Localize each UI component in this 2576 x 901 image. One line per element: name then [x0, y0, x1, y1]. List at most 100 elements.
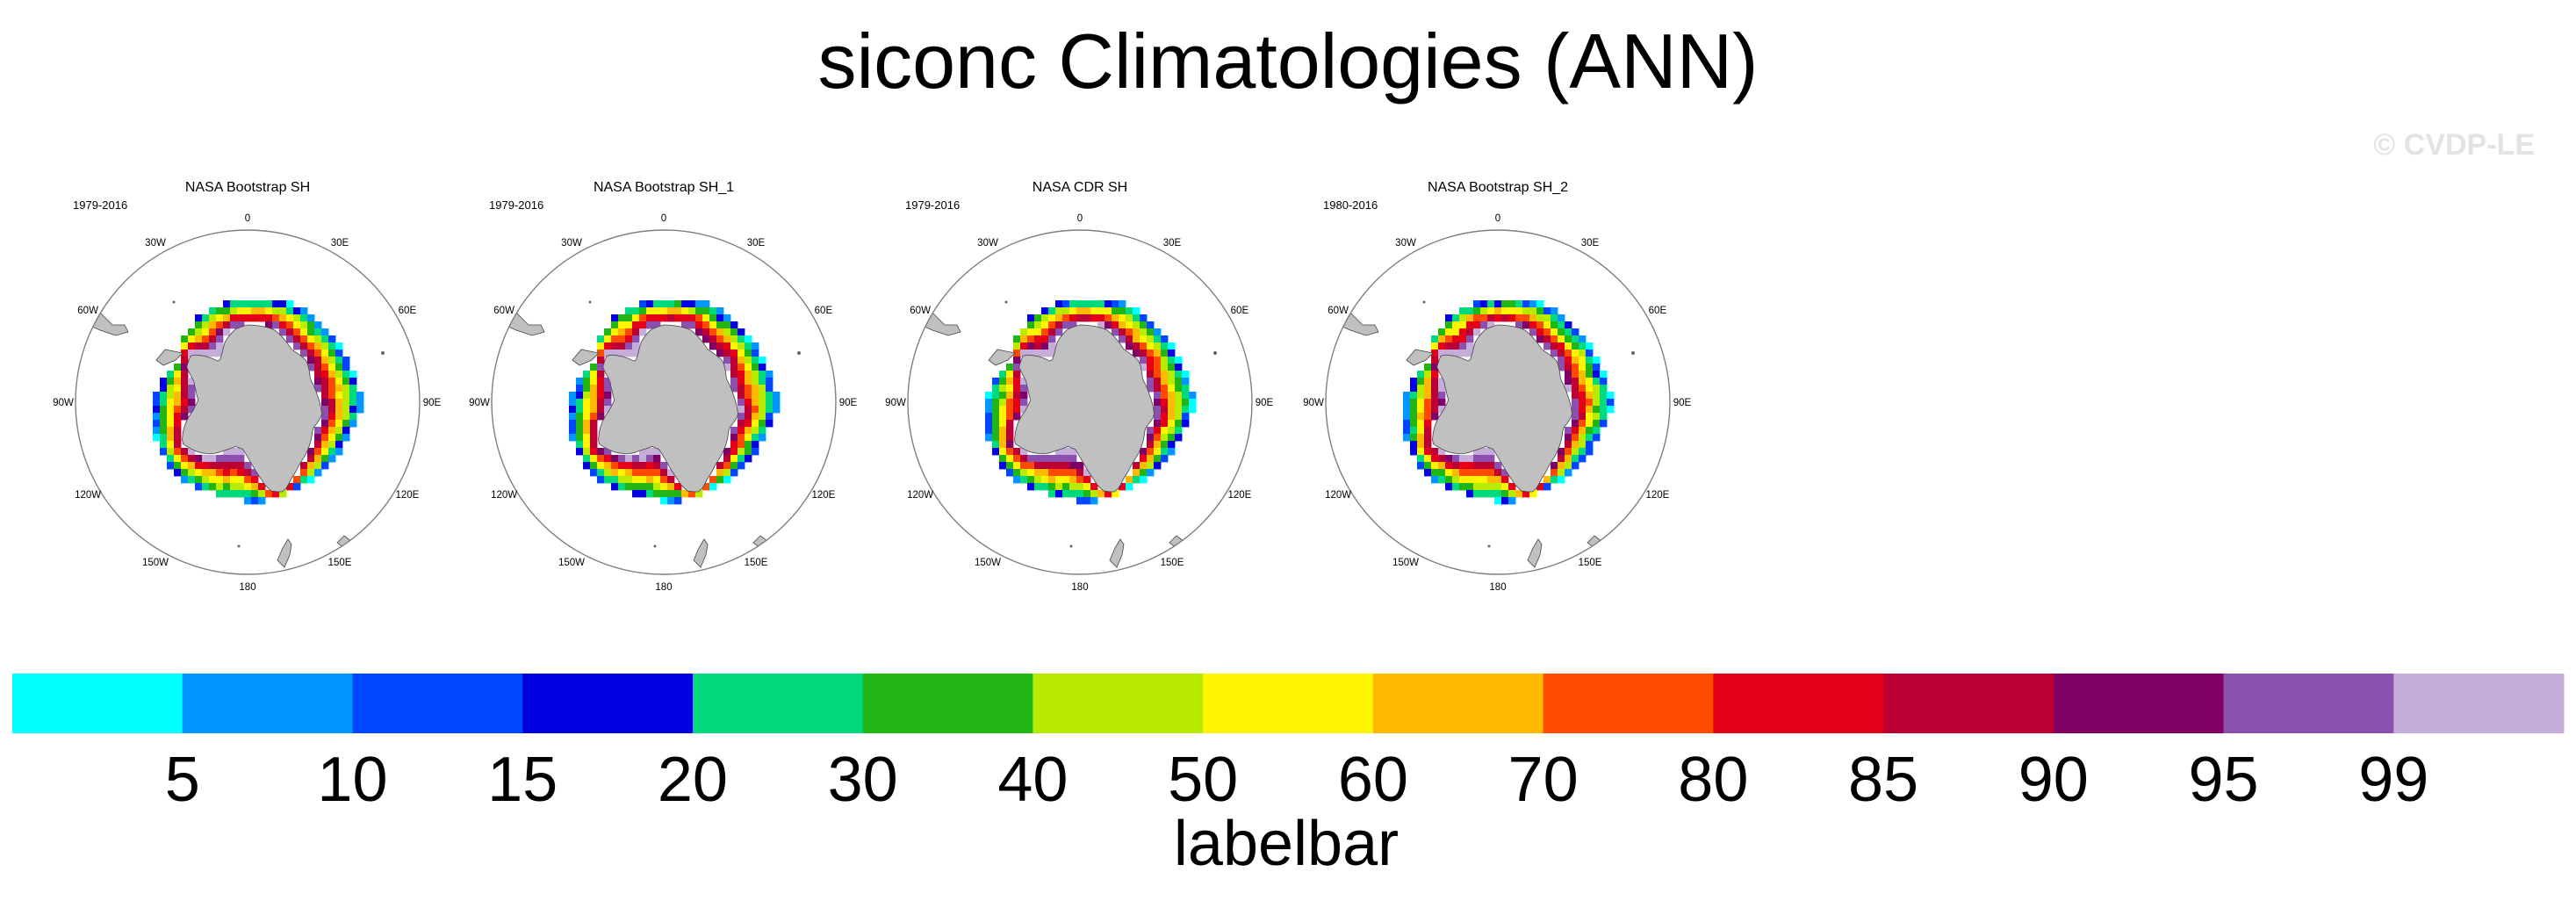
ice-cell	[321, 335, 329, 343]
ice-cell	[1445, 462, 1453, 470]
ice-cell	[1168, 413, 1176, 421]
ice-cell	[1175, 434, 1183, 442]
ice-cell	[1161, 399, 1169, 407]
ice-cell	[639, 469, 647, 477]
ice-cell	[999, 427, 1007, 435]
ice-cell	[1069, 455, 1077, 463]
ice-cell	[321, 427, 329, 435]
ice-cell	[985, 399, 993, 407]
page-title: siconc Climatologies (ANN)	[818, 18, 1759, 105]
ice-cell	[1055, 483, 1063, 491]
ice-cell	[1480, 476, 1488, 484]
ice-cell	[730, 441, 738, 449]
ice-cell	[307, 321, 315, 329]
ice-cell	[618, 342, 626, 350]
ice-cell	[1020, 385, 1028, 393]
ice-cell	[1607, 392, 1615, 400]
ice-cell	[300, 314, 308, 322]
ice-cell	[1161, 448, 1169, 456]
ice-cell	[181, 364, 189, 371]
ice-cell	[1069, 307, 1077, 315]
ice-cell	[335, 427, 343, 435]
ice-cell	[258, 490, 266, 498]
ice-cell	[1034, 314, 1042, 322]
ice-cell	[1154, 392, 1162, 400]
ice-cell	[314, 342, 322, 350]
ice-cell	[1020, 392, 1028, 400]
panel-title: NASA Bootstrap SH	[185, 180, 310, 195]
ice-cell	[730, 364, 738, 371]
ice-cell	[625, 307, 633, 315]
ice-cell	[1466, 321, 1474, 329]
ice-cell	[1133, 335, 1140, 343]
ice-cell	[1182, 413, 1190, 421]
ice-cell	[188, 476, 196, 484]
ice-cell	[342, 420, 350, 428]
ice-cell	[639, 455, 647, 463]
ice-cell	[688, 490, 696, 498]
ice-cell	[695, 490, 703, 498]
ice-cell	[1154, 406, 1162, 414]
ice-cell	[314, 321, 322, 329]
ice-cell	[251, 469, 259, 477]
ice-cell	[590, 371, 598, 378]
ice-cell	[307, 357, 315, 364]
ice-cell	[1140, 321, 1148, 329]
longitude-label: 150W	[1392, 558, 1419, 568]
ice-cell	[1055, 300, 1063, 308]
ice-cell	[723, 364, 731, 371]
ice-cell	[1147, 342, 1155, 350]
ice-cell	[1551, 307, 1558, 315]
ice-cell	[695, 300, 703, 308]
ice-cell	[1586, 342, 1594, 350]
ice-cell	[237, 314, 245, 322]
ice-cell	[1558, 462, 1565, 470]
ice-cell	[328, 413, 336, 421]
ice-cell	[1579, 399, 1587, 407]
ice-cell	[1076, 469, 1084, 477]
longitude-label: 30E	[331, 238, 349, 249]
ice-cell	[342, 378, 350, 386]
ice-cell	[1494, 469, 1502, 477]
longitude-label: 0	[245, 213, 250, 224]
ice-cell	[153, 392, 161, 400]
ice-cell	[1020, 342, 1028, 350]
ice-cell	[1431, 342, 1439, 350]
ice-cell	[321, 455, 329, 463]
ice-cell	[766, 371, 774, 378]
ice-cell	[597, 406, 605, 414]
ice-cell	[1593, 378, 1601, 386]
ice-cell	[1473, 328, 1481, 336]
peninsula-landmass	[988, 349, 1016, 366]
sea-ice-field	[492, 294, 801, 568]
ice-cell	[745, 335, 752, 343]
ice-cell	[181, 371, 189, 378]
labelbar-tick-label: 90	[2018, 745, 2089, 815]
ice-cell	[752, 406, 759, 414]
ice-cell	[766, 406, 774, 414]
ice-cell	[188, 448, 196, 456]
ice-cell	[1034, 455, 1042, 463]
longitude-label: 150E	[328, 558, 352, 568]
map-panel: NASA Bootstrap SH_2 1980-2016 0 30E 60E 90E 12…	[1303, 180, 1691, 593]
ice-cell	[237, 462, 245, 470]
longitude-label: 90W	[469, 398, 490, 408]
ice-cell	[1466, 328, 1474, 336]
ice-cell	[1020, 469, 1028, 477]
ice-cell	[745, 378, 752, 386]
ice-cell	[985, 434, 993, 442]
longitude-label: 150W	[142, 558, 169, 568]
ice-cell	[167, 371, 175, 378]
ice-cell	[349, 420, 357, 428]
ice-cell	[639, 476, 647, 484]
ice-cell	[174, 371, 182, 378]
ice-cell	[1112, 321, 1119, 329]
ice-cell	[1487, 307, 1495, 315]
ice-cell	[702, 321, 710, 329]
ice-cell	[745, 371, 752, 378]
ice-cell	[167, 448, 175, 456]
ice-cell	[611, 483, 619, 491]
ice-cell	[1403, 434, 1411, 442]
ice-cell	[1147, 469, 1155, 477]
ice-cell	[1438, 462, 1446, 470]
